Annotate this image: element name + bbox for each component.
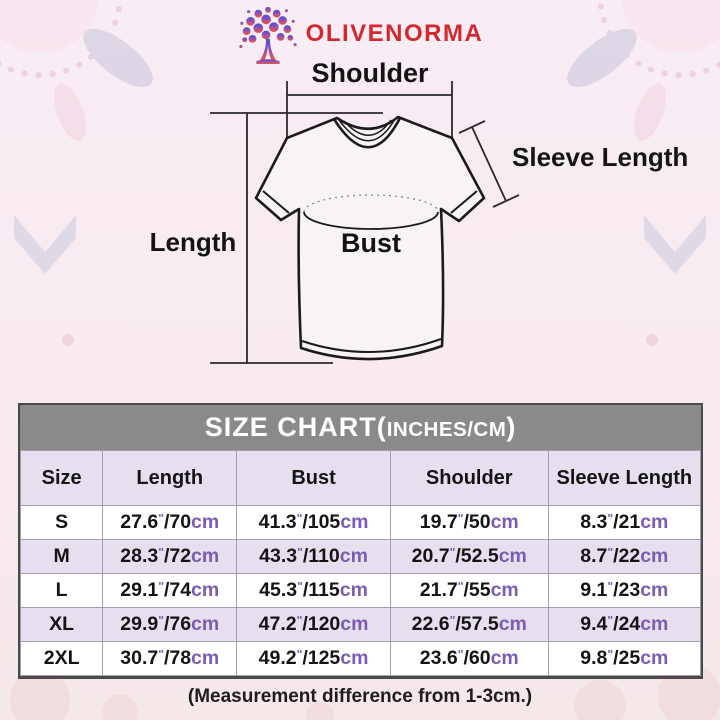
size-chart: SIZE CHART(INCHES/CM) Size Length Bust Shou… (18, 403, 703, 679)
size-row-xl: XL 29.9"/76cm 47.2"/120cm 22.6"/57.5cm 9.4"/… (19, 607, 702, 642)
size-chart-title: SIZE CHART(INCHES/CM) (20, 405, 701, 450)
label-bust: Bust (341, 228, 401, 258)
size-row-2xl: 2XL 30.7"/78cm 49.2"/125cm 23.6"/60cm 9.8"/2… (19, 641, 702, 676)
measurement-cell: 9.4"/24cm (547, 607, 702, 642)
size-cell: XL (19, 607, 104, 642)
measurement-cell: 49.2"/125cm (236, 641, 391, 676)
title-close: ) (506, 412, 517, 442)
size-chart-header-row: Size Length Bust Shoulder Sleeve Length (19, 450, 702, 506)
size-cell: S (19, 505, 104, 540)
tshirt-measurement-diagram: Shoulder Sleeve Length Length Bust (149, 58, 689, 364)
measurement-cell: 22.6"/57.5cm (389, 607, 549, 642)
size-chart-body: S 27.6"/70cm 41.3"/105cm 19.7"/50cm 8.3"/21c… (19, 505, 702, 676)
size-row-m: M 28.3"/72cm 43.3"/110cm 20.7"/52.5cm 8.7"/2… (19, 539, 702, 574)
measurement-cell: 21.7"/55cm (389, 573, 549, 608)
measurement-cell: 9.8"/25cm (547, 641, 702, 676)
measurement-cell: 30.7"/78cm (102, 641, 238, 676)
measurement-cell: 27.6"/70cm (102, 505, 238, 540)
measurement-cell: 45.3"/115cm (236, 573, 391, 608)
size-cell: L (19, 573, 104, 608)
column-header-bust: Bust (236, 450, 391, 506)
measurement-note: (Measurement difference from 1-3cm.) (187, 686, 533, 707)
measurement-cell: 29.9"/76cm (102, 607, 238, 642)
label-sleeve-length: Sleeve Length (512, 142, 689, 172)
measurement-cell: 43.3"/110cm (236, 539, 391, 574)
tshirt-outline-svg (210, 81, 520, 364)
column-header-size: Size (19, 450, 104, 506)
measurement-cell: 20.7"/52.5cm (389, 539, 549, 574)
size-cell: 2XL (19, 641, 104, 676)
size-row-s: S 27.6"/70cm 41.3"/105cm 19.7"/50cm 8.3"/21c… (19, 505, 702, 540)
tshirt-drawing (254, 115, 486, 361)
measurement-cell: 8.3"/21cm (547, 505, 702, 540)
measurement-cell: 8.7"/22cm (547, 539, 702, 574)
column-header-shoulder: Shoulder (389, 450, 549, 506)
title-main: SIZE CHART( (204, 412, 387, 442)
size-row-l: L 29.1"/74cm 45.3"/115cm 21.7"/55cm 9.1"/23c… (19, 573, 702, 608)
label-shoulder: Shoulder (311, 58, 429, 88)
title-units: INCHES/CM (386, 418, 507, 441)
brand-name: OLIVENORMA (305, 20, 484, 47)
measurement-lines (210, 81, 520, 364)
size-chart-table: Size Length Bust Shoulder Sleeve Length S 27.… (19, 450, 702, 676)
column-header-sleeve-length: Sleeve Length (547, 450, 702, 506)
measurement-cell: 47.2"/120cm (236, 607, 391, 642)
measurement-cell: 28.3"/72cm (102, 539, 238, 574)
tree-logo-icon (238, 6, 297, 65)
measurement-cell: 23.6"/60cm (389, 641, 549, 676)
column-header-length: Length (102, 450, 238, 506)
brand-logo: OLIVENORMA (0, 2, 720, 66)
measurement-cell: 41.3"/105cm (236, 505, 391, 540)
measurement-cell: 19.7"/50cm (389, 505, 549, 540)
measurement-cell: 9.1"/23cm (547, 573, 702, 608)
measurement-cell: 29.1"/74cm (102, 573, 238, 608)
size-cell: M (19, 539, 104, 574)
label-length: Length (149, 227, 237, 257)
